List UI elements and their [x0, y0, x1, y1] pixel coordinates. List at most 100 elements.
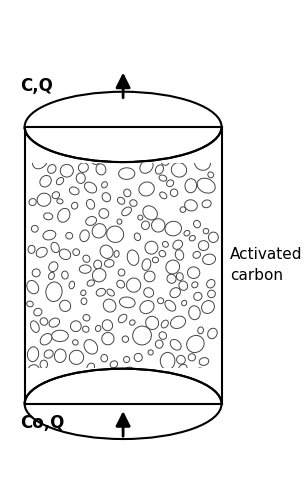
Ellipse shape: [44, 350, 53, 358]
Ellipse shape: [118, 269, 125, 276]
Ellipse shape: [142, 221, 150, 230]
Ellipse shape: [56, 178, 64, 185]
Ellipse shape: [166, 390, 176, 400]
Ellipse shape: [102, 192, 111, 202]
Ellipse shape: [100, 245, 113, 258]
Ellipse shape: [170, 288, 181, 298]
Ellipse shape: [159, 175, 167, 181]
Bar: [23, 368, 223, 405]
Ellipse shape: [81, 290, 86, 296]
Ellipse shape: [73, 249, 80, 256]
Ellipse shape: [52, 330, 68, 342]
Ellipse shape: [69, 187, 79, 195]
Ellipse shape: [67, 388, 72, 393]
Ellipse shape: [44, 213, 53, 220]
Ellipse shape: [155, 165, 164, 174]
Ellipse shape: [29, 136, 43, 149]
Ellipse shape: [51, 384, 60, 396]
Ellipse shape: [139, 182, 154, 196]
Ellipse shape: [130, 200, 137, 206]
Ellipse shape: [87, 280, 95, 286]
Text: Co,Q: Co,Q: [20, 414, 64, 432]
Ellipse shape: [80, 230, 89, 241]
Ellipse shape: [44, 370, 56, 380]
Ellipse shape: [122, 385, 128, 390]
Ellipse shape: [83, 255, 90, 262]
Ellipse shape: [96, 164, 106, 175]
Ellipse shape: [193, 252, 200, 258]
Ellipse shape: [202, 200, 211, 207]
Ellipse shape: [56, 156, 63, 161]
Ellipse shape: [160, 192, 167, 199]
Ellipse shape: [29, 198, 36, 205]
Ellipse shape: [173, 240, 183, 250]
Ellipse shape: [132, 138, 145, 152]
Ellipse shape: [104, 260, 114, 267]
Ellipse shape: [107, 226, 124, 242]
Ellipse shape: [104, 384, 115, 396]
Ellipse shape: [40, 360, 48, 369]
Ellipse shape: [34, 308, 42, 316]
Ellipse shape: [27, 280, 39, 294]
Ellipse shape: [102, 332, 114, 345]
Ellipse shape: [31, 226, 38, 232]
Ellipse shape: [140, 160, 153, 173]
Ellipse shape: [89, 143, 96, 150]
Ellipse shape: [152, 257, 158, 263]
Ellipse shape: [150, 128, 160, 140]
Ellipse shape: [181, 386, 196, 401]
Ellipse shape: [32, 269, 40, 277]
Ellipse shape: [202, 300, 214, 314]
Ellipse shape: [25, 92, 222, 162]
Ellipse shape: [102, 182, 107, 188]
Ellipse shape: [96, 288, 106, 296]
Ellipse shape: [205, 138, 216, 147]
Ellipse shape: [122, 207, 131, 216]
Ellipse shape: [28, 246, 35, 254]
Ellipse shape: [110, 361, 118, 368]
Ellipse shape: [170, 189, 178, 196]
Ellipse shape: [165, 222, 181, 236]
Ellipse shape: [112, 134, 119, 141]
Ellipse shape: [27, 301, 33, 307]
Ellipse shape: [177, 272, 183, 280]
Ellipse shape: [159, 332, 166, 340]
Ellipse shape: [195, 368, 205, 379]
Ellipse shape: [204, 130, 211, 136]
Ellipse shape: [114, 250, 119, 258]
Ellipse shape: [92, 224, 106, 238]
Ellipse shape: [198, 240, 209, 250]
Ellipse shape: [122, 128, 128, 135]
Ellipse shape: [66, 232, 73, 239]
Ellipse shape: [83, 314, 90, 321]
Ellipse shape: [49, 318, 60, 327]
Bar: [25, 127, 222, 404]
Ellipse shape: [130, 320, 135, 325]
Ellipse shape: [189, 306, 200, 320]
Ellipse shape: [199, 358, 209, 366]
Ellipse shape: [124, 189, 131, 197]
Ellipse shape: [177, 356, 185, 364]
Ellipse shape: [117, 219, 122, 224]
Ellipse shape: [87, 200, 95, 209]
Ellipse shape: [208, 372, 220, 384]
Ellipse shape: [69, 350, 84, 364]
Ellipse shape: [57, 374, 69, 385]
Ellipse shape: [165, 300, 176, 311]
Ellipse shape: [107, 372, 117, 383]
Ellipse shape: [126, 278, 141, 292]
Ellipse shape: [118, 314, 127, 322]
Ellipse shape: [51, 242, 59, 252]
Ellipse shape: [94, 394, 104, 402]
Ellipse shape: [197, 178, 215, 193]
Ellipse shape: [43, 230, 56, 240]
Ellipse shape: [40, 318, 48, 326]
Ellipse shape: [49, 272, 54, 280]
Ellipse shape: [191, 136, 196, 140]
Ellipse shape: [208, 290, 215, 298]
Ellipse shape: [157, 298, 164, 304]
Ellipse shape: [171, 146, 182, 162]
Ellipse shape: [127, 250, 139, 266]
Ellipse shape: [34, 385, 41, 392]
Ellipse shape: [40, 334, 52, 345]
